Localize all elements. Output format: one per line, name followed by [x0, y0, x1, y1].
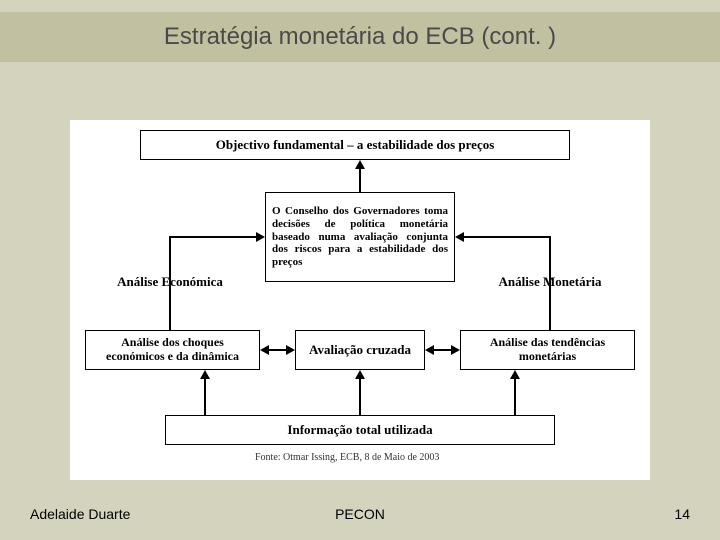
box-economic-shocks: Análise dos choques económicos e da dinâ… — [85, 330, 260, 370]
arrow-head-icon — [451, 345, 460, 355]
diagram-source: Fonte: Otmar Issing, ECB, 8 de Maio de 2… — [255, 452, 439, 463]
box-objective: Objectivo fundamental – a estabilidade d… — [140, 130, 570, 160]
slide-title: Estratégia monetária do ECB (cont. ) — [164, 23, 556, 51]
arrow-head-icon — [455, 232, 464, 242]
source-text: Fonte: Otmar Issing, ECB, 8 de Maio de 2… — [255, 452, 439, 463]
box-objective-text: Objectivo fundamental – a estabilidade d… — [216, 138, 495, 153]
arrow — [169, 237, 171, 330]
arrow-head-icon — [510, 370, 520, 379]
arrow-head-icon — [286, 345, 295, 355]
arrow — [268, 349, 288, 351]
box-monetary-trends: Análise das tendências monetárias — [460, 330, 635, 370]
box-information: Informação total utilizada — [165, 415, 555, 445]
arrow — [464, 236, 551, 238]
arrow — [514, 379, 516, 415]
diagram-canvas: Objectivo fundamental – a estabilidade d… — [70, 120, 650, 480]
box-council: O Conselho dos Governadores toma decisõe… — [265, 192, 455, 282]
arrow-head-icon — [260, 345, 269, 355]
box-cross-text: Avaliação cruzada — [309, 343, 411, 358]
box-cross-check: Avaliação cruzada — [295, 330, 425, 370]
arrow-head-icon — [200, 370, 210, 379]
arrow — [204, 379, 206, 415]
arrow-head-icon — [425, 345, 434, 355]
arrow-head-icon — [256, 232, 265, 242]
arrow — [359, 379, 361, 415]
footer-page-number: 14 — [674, 506, 690, 522]
arrow — [433, 349, 453, 351]
arrow-head-icon — [355, 370, 365, 379]
footer-title: PECON — [0, 506, 720, 522]
arrow — [169, 236, 257, 238]
box-economic-text: Análise dos choques económicos e da dinâ… — [92, 336, 253, 364]
title-bar: Estratégia monetária do ECB (cont. ) — [0, 12, 720, 62]
box-monetary-text: Análise das tendências monetárias — [467, 336, 628, 364]
arrow — [549, 237, 551, 330]
box-council-text: O Conselho dos Governadores toma decisõe… — [272, 205, 448, 268]
box-info-text: Informação total utilizada — [287, 423, 432, 438]
arrow-head-icon — [355, 160, 365, 169]
arrow — [359, 169, 361, 192]
